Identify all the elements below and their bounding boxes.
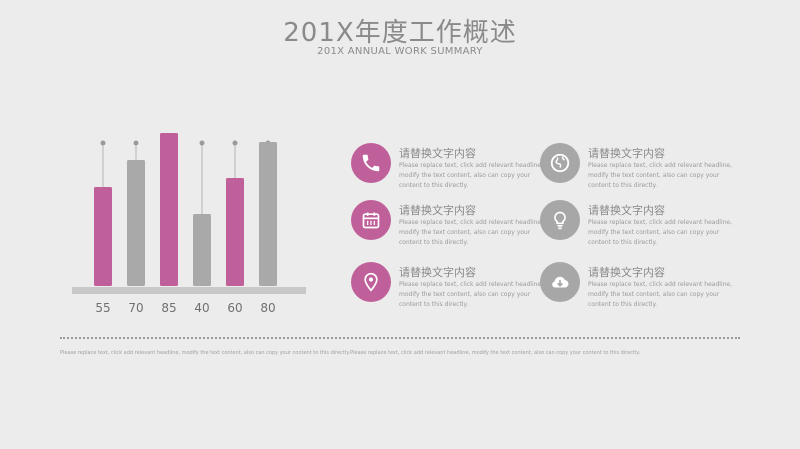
bar-marker-dot bbox=[133, 140, 139, 146]
item-text: Please replace text, click add relevant … bbox=[399, 162, 544, 189]
bar bbox=[226, 178, 244, 286]
info-item-3: 请替换文字内容 Please replace text, click add r… bbox=[351, 200, 551, 256]
item-text: Please replace text, click add relevant … bbox=[588, 219, 733, 246]
info-item-6: 请替换文字内容 Please replace text, click add r… bbox=[540, 262, 740, 318]
bar bbox=[160, 133, 178, 286]
bar bbox=[193, 214, 211, 286]
info-item-5: 请替换文字内容 Please replace text, click add r… bbox=[351, 262, 551, 318]
bar bbox=[127, 160, 145, 286]
bar-marker-dot bbox=[100, 140, 106, 146]
cloud-download-icon bbox=[540, 262, 580, 302]
item-heading: 请替换文字内容 bbox=[588, 266, 665, 279]
divider bbox=[60, 337, 740, 339]
bar bbox=[94, 187, 112, 286]
bar-marker-dot bbox=[232, 140, 238, 146]
item-heading: 请替换文字内容 bbox=[588, 147, 665, 160]
info-item-4: 请替换文字内容 Please replace text, click add r… bbox=[540, 200, 740, 256]
info-item-1: 请替换文字内容 Please replace text, click add r… bbox=[351, 143, 551, 199]
lightbulb-icon bbox=[540, 200, 580, 240]
data-label: 60 bbox=[227, 301, 242, 315]
item-heading: 请替换文字内容 bbox=[399, 147, 476, 160]
info-item-2: 请替换文字内容 Please replace text, click add r… bbox=[540, 143, 740, 199]
page-title: 201X年度工作概述 bbox=[283, 18, 517, 48]
calendar-icon bbox=[351, 200, 391, 240]
data-label: 40 bbox=[194, 301, 209, 315]
globe-icon bbox=[540, 143, 580, 183]
chart-baseline bbox=[72, 287, 306, 294]
item-text: Please replace text, click add relevant … bbox=[588, 281, 733, 308]
location-pin-icon bbox=[351, 262, 391, 302]
item-heading: 请替换文字内容 bbox=[588, 204, 665, 217]
item-text: Please replace text, click add relevant … bbox=[399, 219, 544, 246]
data-label: 55 bbox=[95, 301, 110, 315]
data-label: 70 bbox=[128, 301, 143, 315]
item-text: Please replace text, click add relevant … bbox=[399, 281, 544, 308]
item-heading: 请替换文字内容 bbox=[399, 266, 476, 279]
page-subtitle: 201X ANNUAL WORK SUMMARY bbox=[317, 46, 483, 57]
data-label: 85 bbox=[161, 301, 176, 315]
item-text: Please replace text, click add relevant … bbox=[588, 162, 733, 189]
data-label: 80 bbox=[260, 301, 275, 315]
bar-marker-dot bbox=[199, 140, 205, 146]
phone-icon bbox=[351, 143, 391, 183]
bar bbox=[259, 142, 277, 286]
item-heading: 请替换文字内容 bbox=[399, 204, 476, 217]
footer-text: Please replace text, click add relevant … bbox=[60, 350, 641, 356]
